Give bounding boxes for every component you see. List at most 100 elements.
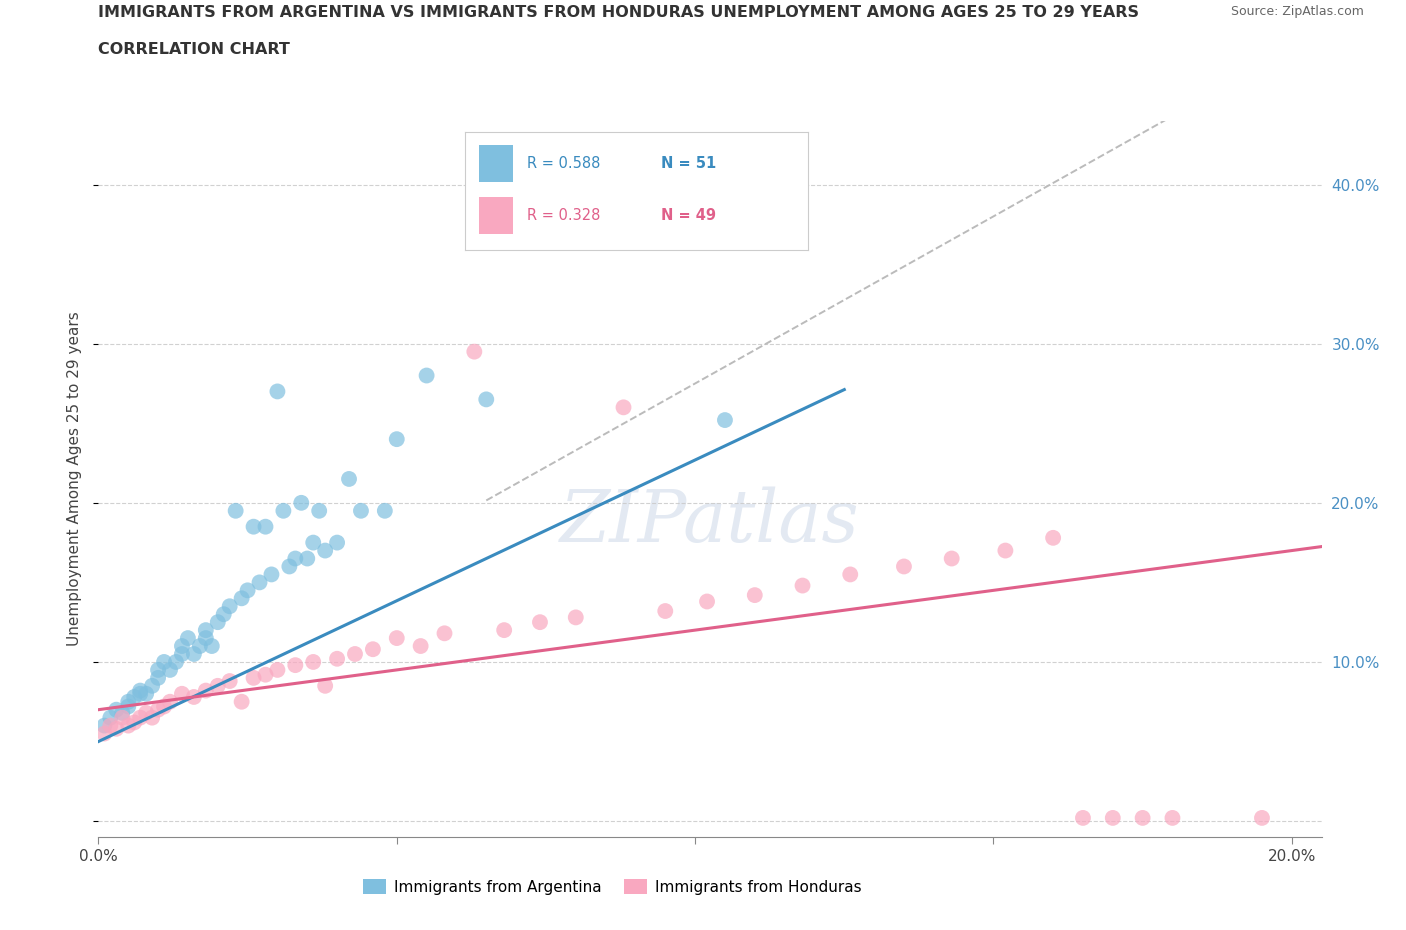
Point [308, 503, 330, 518]
Legend: Immigrants from Argentina, Immigrants from Honduras: Immigrants from Argentina, Immigrants fr… [357, 873, 868, 901]
Point [207, 678, 229, 693]
Point [893, 559, 915, 574]
Point [314, 543, 336, 558]
Point [254, 667, 277, 682]
Point [218, 673, 240, 688]
Point [141, 711, 163, 725]
Point [231, 591, 253, 605]
Point [350, 503, 373, 518]
Point [278, 559, 301, 574]
Point [141, 678, 163, 693]
Point [135, 706, 157, 721]
Point [326, 535, 349, 550]
Point [273, 503, 295, 518]
Point [183, 646, 205, 661]
Point [153, 655, 176, 670]
Point [326, 651, 349, 666]
Point [183, 689, 205, 704]
Point [314, 678, 336, 693]
Point [93, 726, 115, 741]
Point [433, 626, 456, 641]
Point [385, 631, 408, 645]
Point [696, 594, 718, 609]
Point [1251, 810, 1274, 825]
Point [159, 695, 181, 710]
Point [254, 519, 277, 534]
Point [284, 658, 307, 672]
Point [146, 662, 169, 677]
Point [159, 662, 181, 677]
Text: IMMIGRANTS FROM ARGENTINA VS IMMIGRANTS FROM HONDURAS UNEMPLOYMENT AMONG AGES 25: IMMIGRANTS FROM ARGENTINA VS IMMIGRANTS … [98, 5, 1139, 20]
Point [93, 718, 115, 733]
Point [415, 368, 437, 383]
Point [266, 662, 288, 677]
Point [266, 384, 288, 399]
Point [494, 623, 516, 638]
Y-axis label: Unemployment Among Ages 25 to 29 years: Unemployment Among Ages 25 to 29 years [67, 312, 83, 646]
Point [529, 615, 551, 630]
Point [111, 711, 134, 725]
Point [714, 413, 737, 428]
Point [343, 646, 366, 661]
Point [242, 519, 264, 534]
Point [177, 631, 200, 645]
Point [612, 400, 634, 415]
Point [98, 711, 121, 725]
Text: Source: ZipAtlas.com: Source: ZipAtlas.com [1230, 5, 1364, 18]
Point [260, 567, 283, 582]
Point [117, 695, 139, 710]
Point [165, 655, 187, 670]
Point [290, 496, 312, 511]
Point [284, 551, 307, 566]
Point [194, 684, 217, 698]
Point [146, 702, 169, 717]
Point [249, 575, 271, 590]
Point [297, 551, 319, 566]
Point [153, 699, 176, 714]
Point [146, 671, 169, 685]
Point [361, 642, 384, 657]
Point [565, 610, 588, 625]
Point [207, 615, 229, 630]
Point [225, 503, 247, 518]
Point [1071, 810, 1094, 825]
Point [1042, 530, 1064, 545]
Point [792, 578, 814, 593]
Point [194, 631, 217, 645]
Point [744, 588, 766, 603]
Point [1161, 810, 1184, 825]
Point [117, 699, 139, 714]
Point [117, 718, 139, 733]
Point [242, 671, 264, 685]
Point [188, 639, 211, 654]
Point [463, 344, 485, 359]
Point [941, 551, 963, 566]
Point [839, 567, 862, 582]
Point [129, 711, 152, 725]
Point [994, 543, 1017, 558]
Point [111, 706, 134, 721]
Point [212, 606, 235, 621]
Point [98, 718, 121, 733]
Point [129, 686, 152, 701]
Point [129, 684, 152, 698]
Text: CORRELATION CHART: CORRELATION CHART [98, 42, 290, 57]
Point [170, 686, 193, 701]
Point [135, 686, 157, 701]
Point [236, 583, 259, 598]
Text: ZIPatlas: ZIPatlas [560, 486, 860, 557]
Point [337, 472, 360, 486]
Point [105, 702, 128, 717]
Point [302, 655, 325, 670]
Point [201, 639, 224, 654]
Point [231, 695, 253, 710]
Point [218, 599, 240, 614]
Point [1132, 810, 1154, 825]
Point [105, 722, 128, 737]
Point [475, 392, 498, 406]
Point [374, 503, 396, 518]
Point [170, 639, 193, 654]
Point [122, 715, 145, 730]
Point [194, 623, 217, 638]
Point [302, 535, 325, 550]
